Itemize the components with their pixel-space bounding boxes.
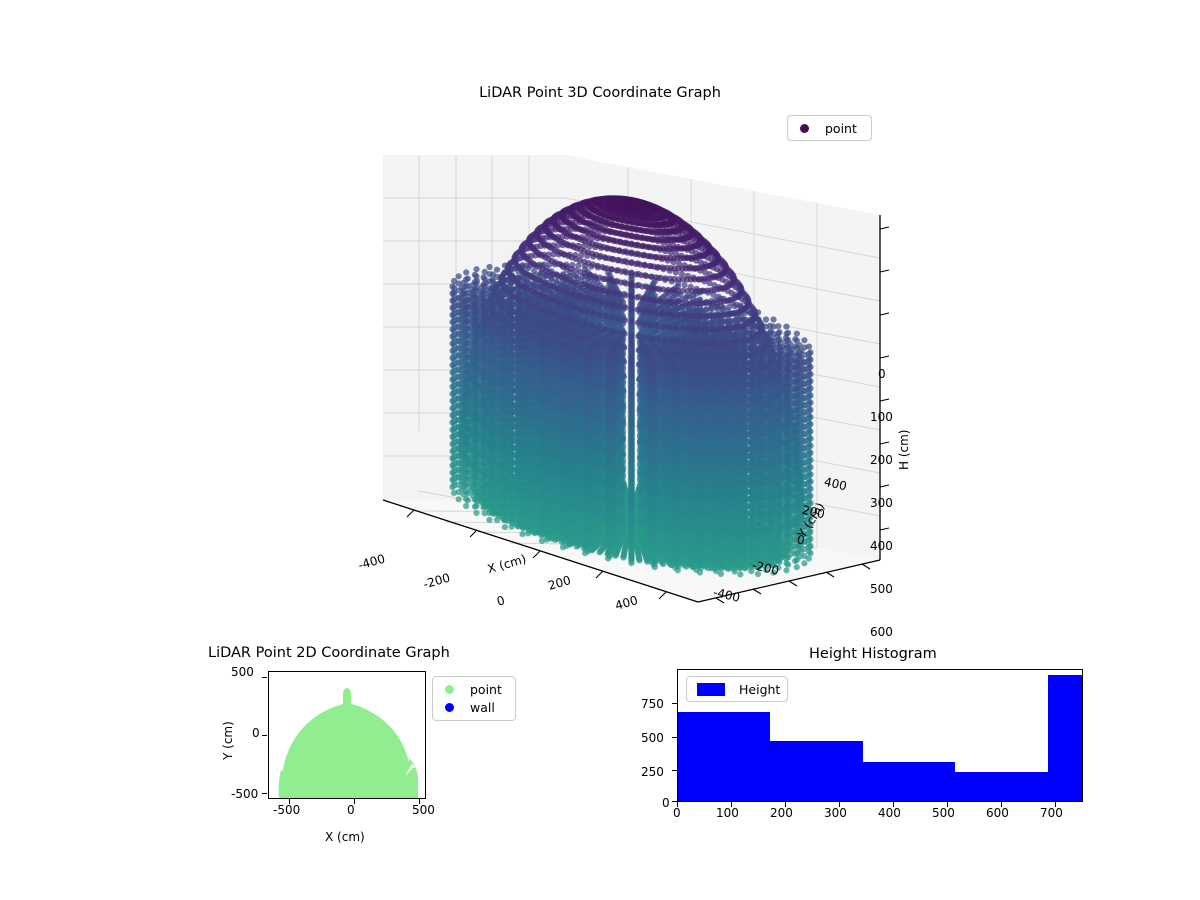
scatter-point-3d — [525, 515, 532, 523]
scatter-point-3d — [651, 564, 658, 571]
scatter-point-3d — [731, 561, 738, 568]
scatter-point-3d — [725, 565, 732, 572]
scatter-point-3d — [519, 516, 526, 523]
scatter-point-3d — [486, 516, 493, 524]
scatter-point-3d — [762, 552, 770, 559]
scatter-point-3d — [455, 481, 462, 488]
scatter-point-3d — [508, 509, 515, 516]
scatter-point-3d — [770, 555, 777, 562]
scatter-point-3d — [455, 496, 462, 503]
scatter-point-3d — [486, 502, 493, 509]
scatter-point-3d — [783, 560, 790, 567]
scatter-point-3d — [674, 567, 681, 574]
scatter-point-3d — [538, 530, 546, 537]
scatter-point-3d — [605, 555, 612, 562]
scatter-point-3d — [530, 522, 538, 529]
scatter-point-3d — [559, 544, 567, 551]
scatter-point-3d — [748, 546, 755, 553]
scatter-point-3d — [793, 564, 800, 571]
scatter-point-3d — [737, 571, 744, 578]
scatter-point-3d — [731, 568, 738, 575]
scatter-point-3d — [651, 549, 658, 556]
scatter-point-3d — [508, 523, 515, 530]
scatter-point-3d — [463, 488, 470, 495]
scatter-point-3d — [463, 502, 470, 510]
scatter-point-3d — [493, 516, 501, 524]
scatter-point-3d — [725, 558, 732, 565]
scatter-point-3d — [455, 489, 462, 496]
scatter-point-3d — [725, 544, 732, 551]
scatter-point-3d — [770, 548, 777, 555]
scatter-point-3d — [783, 567, 790, 574]
scatter-point-3d — [793, 549, 800, 556]
scatter-point-3d — [725, 551, 732, 558]
scatter-point-3d — [783, 552, 790, 560]
scatter-point-3d — [493, 502, 501, 509]
scatter-point-3d — [783, 545, 790, 552]
scatter-point-3d — [582, 550, 589, 557]
scatter-point-3d — [486, 509, 493, 516]
scatter-point-3d — [605, 541, 612, 548]
scatter-point-3d — [731, 546, 738, 554]
scatter-point-3d — [731, 554, 738, 561]
scatter-point-3d — [674, 545, 681, 552]
scatter-point-3d — [525, 530, 532, 537]
axes-3d: 0 100 200 300 400 500 600 700 H (cm) — [300, 140, 920, 682]
scatter-point-3d — [473, 509, 480, 516]
scatter-point-3d — [737, 557, 744, 564]
scatter-point-3d — [530, 529, 538, 536]
scatter-point-3d — [473, 495, 480, 502]
scatter-point-3d — [501, 509, 508, 516]
scatter-point-3d — [525, 523, 532, 530]
scatter-point-3d — [582, 528, 589, 535]
scatter-point-3d — [628, 552, 635, 560]
scatter-point-3d — [674, 552, 681, 559]
scatter-point-3d — [508, 516, 515, 523]
scatter-point-3d — [628, 560, 635, 567]
scatter-point-3d — [801, 553, 808, 560]
scatter-point-3d — [493, 509, 501, 516]
scatter-point-3d — [605, 533, 612, 540]
scatter-3d-canvas — [382, 155, 890, 604]
scatter-point-3d — [530, 515, 538, 522]
scatter-point-3d — [582, 535, 589, 542]
scatter-point-3d — [762, 545, 770, 552]
scatter-point-3d — [473, 502, 480, 509]
scatter-point-3d — [754, 549, 762, 556]
scatter-point-3d — [538, 537, 546, 544]
scatter-point-3d — [559, 529, 567, 536]
scatter-point-3d — [605, 548, 612, 555]
scatter-point-3d — [519, 523, 526, 530]
scatter-point-3d — [674, 560, 681, 567]
scatter-point-3d — [501, 524, 508, 531]
scatter-point-3d — [628, 545, 635, 552]
scatter-point-3d — [559, 522, 567, 529]
scatter-point-3d — [737, 549, 744, 556]
scatter-point-3d — [793, 556, 800, 564]
scatter-point-3d — [582, 542, 589, 549]
panel-3d-title: LiDAR Point 3D Coordinate Graph — [0, 85, 1200, 101]
scatter-point-3d — [651, 542, 658, 549]
scatter-point-3d — [519, 531, 526, 538]
scatter-point-3d — [559, 536, 567, 544]
scatter-point-3d — [737, 564, 744, 571]
scatter-point-3d — [538, 523, 546, 530]
scatter-point-3d — [628, 538, 635, 545]
scatter-point-3d — [463, 495, 470, 502]
scatter-point-3d — [501, 516, 508, 523]
scatter-point-3d — [651, 556, 658, 563]
scatter-point-3d — [801, 560, 808, 567]
